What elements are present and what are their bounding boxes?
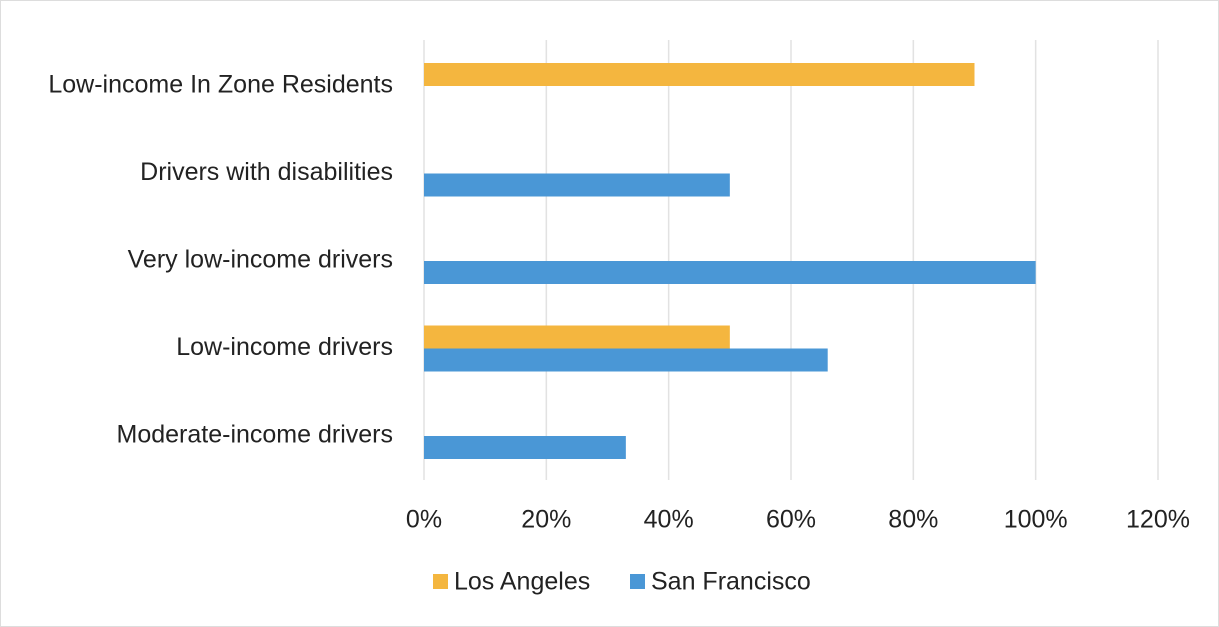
bar [424, 63, 975, 86]
legend-swatch [433, 574, 448, 589]
bar [424, 261, 1036, 284]
y-tick-label: Moderate-income drivers [117, 421, 394, 449]
y-tick-label: Drivers with disabilities [140, 158, 393, 186]
bar [424, 348, 828, 372]
y-tick-label: Very low-income drivers [128, 246, 393, 274]
bar [424, 325, 730, 349]
y-tick-label: Low-income In Zone Residents [48, 71, 393, 99]
x-tick-label: 60% [766, 506, 816, 534]
x-tick-label: 40% [644, 506, 694, 534]
legend-label: Los Angeles [454, 568, 590, 596]
bar [424, 436, 626, 459]
x-tick-label: 100% [1004, 506, 1068, 534]
legend-label: San Francisco [651, 568, 811, 596]
x-tick-label: 20% [521, 506, 571, 534]
bar [424, 173, 730, 197]
x-tick-label: 0% [406, 506, 442, 534]
x-tick-label: 120% [1126, 506, 1190, 534]
legend-swatch [630, 574, 645, 589]
y-tick-label: Low-income drivers [176, 333, 393, 361]
x-tick-label: 80% [888, 506, 938, 534]
